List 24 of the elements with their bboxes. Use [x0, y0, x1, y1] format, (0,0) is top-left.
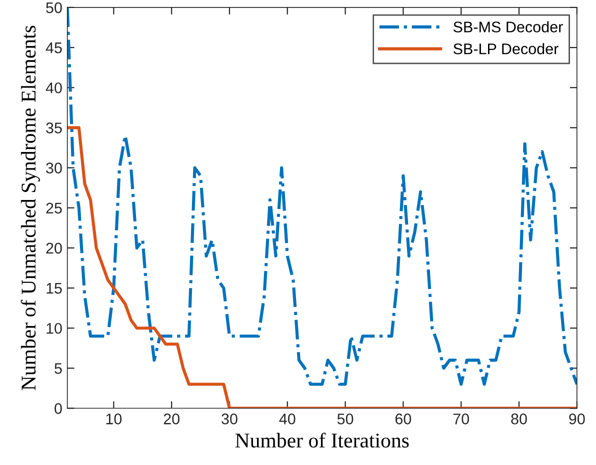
x-tick-label: 70 — [453, 414, 470, 424]
x-tick-label: 20 — [164, 414, 180, 424]
y-axis-title: Number of Unmatched Syndrome Elements — [20, 26, 40, 390]
y-tick-label: 40 — [46, 82, 62, 94]
x-tick-label: 40 — [279, 414, 296, 424]
x-tick-label: 90 — [569, 414, 585, 424]
x-tick-label: 50 — [337, 414, 354, 424]
y-tick-label: 35 — [46, 122, 62, 134]
y-tick-label: 10 — [46, 322, 62, 334]
legend-label: SB-MS Decoder — [454, 21, 563, 32]
x-tick-label: 60 — [395, 414, 412, 424]
x-axis-title: Number of Iterations — [235, 432, 409, 448]
y-tick-label: 30 — [46, 162, 62, 174]
y-tick-label: 20 — [46, 242, 62, 254]
x-tick-label: 80 — [511, 414, 527, 424]
legend-label: SB-LP Decoder — [454, 43, 558, 54]
y-tick-label: 45 — [46, 42, 62, 54]
x-tick-label: 10 — [106, 414, 122, 424]
y-tick-label: 50 — [46, 2, 62, 14]
y-tick-label: 15 — [46, 283, 62, 294]
y-tick-label: 25 — [46, 202, 62, 214]
y-tick-label: 5 — [54, 363, 62, 374]
y-tick-label: 0 — [54, 403, 62, 414]
x-tick-label: 30 — [222, 414, 238, 424]
